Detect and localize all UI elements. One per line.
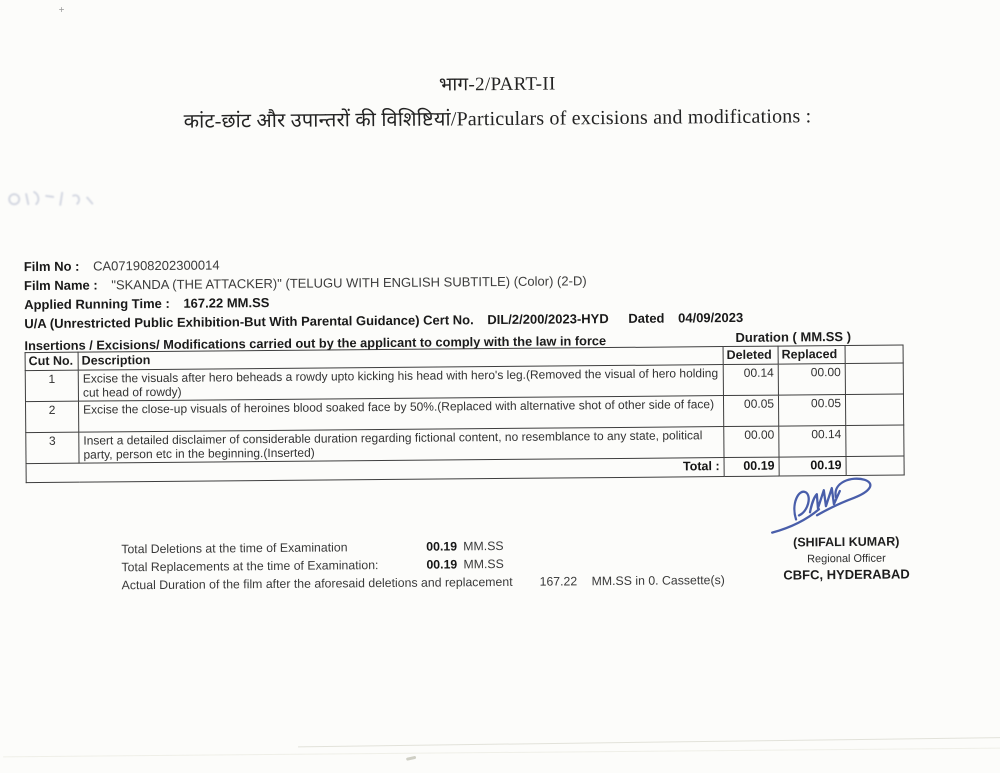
replaced-cell: 00.14 <box>778 425 847 458</box>
total-deletions-unit: MM.SS <box>463 538 504 554</box>
deleted-cell: 00.14 <box>723 364 779 396</box>
total-replacements-label: Total Replacements at the time of Examin… <box>121 558 379 575</box>
signatory-name: (SHIFALI KUMAR) <box>793 534 900 550</box>
cut-no-cell: 1 <box>25 370 79 402</box>
actual-duration-value: 167.22 <box>539 574 578 589</box>
replaced-cell: 00.00 <box>778 363 846 396</box>
empty-cell <box>845 362 904 395</box>
faint-stamp-artifact <box>8 191 94 206</box>
replaced-cell: 00.05 <box>778 394 846 427</box>
column-header-replaced: Replaced <box>778 345 846 365</box>
column-header-cut-no: Cut No. <box>25 352 79 371</box>
film-name-label: Film Name : <box>23 277 98 294</box>
document-title-block: भाग-2/PART-II कांट-छांट और उपान्तरों की … <box>0 66 998 136</box>
total-replacements-unit: MM.SS <box>463 556 504 572</box>
running-time-value: 167.22 MM.SS <box>183 295 270 311</box>
total-replacements-value: 00.19 <box>426 557 458 572</box>
column-header-empty <box>845 344 904 364</box>
cuts-table: Cut No. Description Deleted Replaced 1 E… <box>25 344 905 483</box>
signatory-designation: Regional Officer <box>807 552 886 566</box>
cert-line-label: U/A (Unrestricted Public Exhibition-But … <box>24 312 474 332</box>
scan-artifact-line <box>3 747 1000 758</box>
signature-ink <box>771 477 872 534</box>
cut-no-cell: 3 <box>25 432 80 464</box>
deleted-cell: 00.00 <box>723 426 780 458</box>
film-no-value: CA071908202300014 <box>92 257 220 274</box>
actual-duration-unit: MM.SS in 0. Cassette(s) <box>591 573 725 589</box>
empty-cell <box>846 455 905 476</box>
total-deletions-value: 00.19 <box>426 539 458 554</box>
examination-summary: Total Deletions at the time of Examinati… <box>0 0 996 592</box>
cut-no-cell: 2 <box>25 401 79 433</box>
scan-artifact-mark <box>405 755 417 761</box>
certificate-row: U/A (Unrestricted Public Exhibition-But … <box>24 308 964 331</box>
signatory-office: CBFC, HYDERABAD <box>783 566 910 583</box>
part-title: भाग-2/PART-II <box>438 73 556 96</box>
registration-cross-artifact: + <box>58 4 65 16</box>
deleted-cell: 00.05 <box>723 395 779 427</box>
actual-duration-label: Actual Duration of the film after the af… <box>121 574 513 593</box>
running-time-label: Applied Running Time : <box>24 295 170 313</box>
film-info-block: Film No : CA071908202300014 Film Name : … <box>24 251 965 335</box>
empty-cell <box>845 424 905 457</box>
empty-cell <box>845 393 904 426</box>
total-deletions-label: Total Deletions at the time of Examinati… <box>121 540 348 557</box>
particulars-title: कांट-छांट और उपान्तरों की विशिष्टियां/Pa… <box>183 105 812 133</box>
total-deleted-cell: 00.19 <box>724 457 780 477</box>
dated-value: 04/09/2023 <box>678 309 744 326</box>
dated-label: Dated <box>628 310 665 326</box>
film-no-label: Film No : <box>23 258 80 275</box>
column-header-deleted: Deleted <box>723 346 779 365</box>
film-name-value: "SKANDA (THE ATTACKER)" (TELUGU WITH ENG… <box>111 273 587 293</box>
cert-no-value: DIL/2/200/2023-HYD <box>487 311 609 328</box>
duration-header: Duration ( MM.SS ) <box>735 328 852 345</box>
scan-artifact-line <box>298 737 1000 748</box>
